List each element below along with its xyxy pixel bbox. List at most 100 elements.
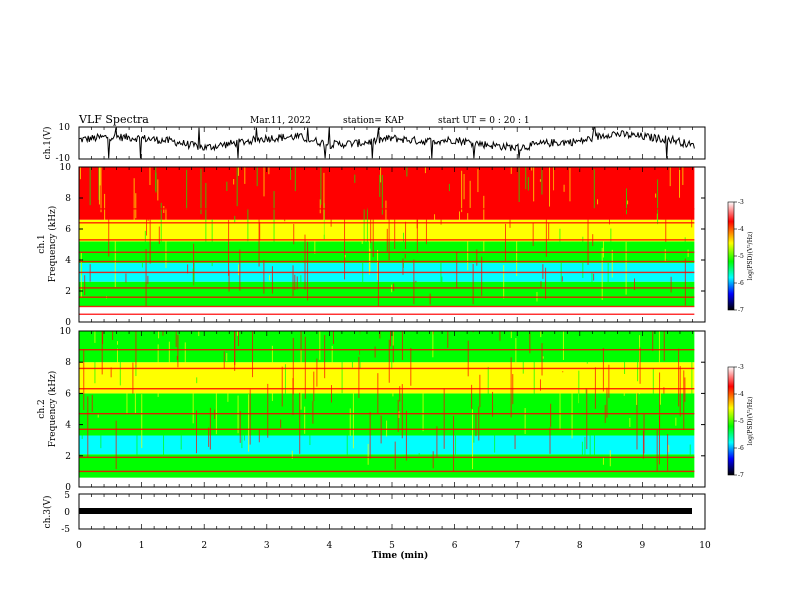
spectrum-streak [388,206,390,261]
spectrum-streak [196,167,198,175]
spectrum-streak [280,419,282,428]
spectrum-line-8 [79,222,695,224]
spectrum-streak [435,331,437,360]
spectrum-streak [239,411,241,443]
spectrum-streak [586,331,588,364]
spectrum-streak [200,168,202,215]
xtick-label: 8 [577,541,583,551]
ch3-ytick-5: 5 [64,491,70,501]
colorbar-tick-label: -4 [738,391,744,398]
spectrum-streak [441,276,443,305]
xtick-label: 9 [640,541,646,551]
spectrum-streak [292,337,294,395]
spectrum-streak [291,450,293,459]
spectrum-streak [177,334,179,368]
spectrum-streak [291,335,293,341]
spectrum-streak [104,193,106,239]
spectrum-streak [385,200,387,220]
spectrum-streak [602,348,604,392]
spectrum-streak [432,451,434,469]
spectrum-streak [237,331,239,347]
spectrum-streak [244,167,246,184]
spectrum-streak [624,331,626,375]
spectrum-streak [682,167,684,185]
spectrum-streak [665,218,667,242]
spectrum-streak [392,366,394,397]
spectrum-streak [625,188,627,215]
spectrum-streak [656,430,658,472]
spectrum-streak [542,264,544,279]
spectrum-streak [116,341,118,345]
spectrum-streak [208,427,210,447]
spectrum-streak [691,181,693,228]
spectrum-line-3 [79,412,695,415]
spectrum-streak [238,264,240,276]
spectrum-streak [358,356,360,399]
ch3-ytick-0: 0 [64,508,70,518]
spectrum-streak [91,394,93,412]
spectrum-streak [627,200,629,205]
xtick-label: 7 [514,541,520,551]
spectrum-streak [293,223,295,245]
spectrum-streak [606,387,608,418]
spectrum-streak [559,390,561,430]
spectrum-streak [316,358,318,387]
spectrum-streak [354,174,356,183]
spectrum-streak [223,351,225,369]
spectrum-streak [463,174,465,200]
spectrum-streak [133,178,135,232]
spectrum-streak [372,211,374,258]
spectrum-line-1 [79,456,695,459]
spectrum-streak [525,167,527,190]
spectrum-streak [594,422,596,467]
spectrum-streak [514,434,516,450]
xtick-label: 6 [452,541,458,551]
spectrum-streak [478,406,480,441]
spectrum-streak [639,335,641,395]
spectrum-streak [659,381,661,405]
xtick-label: 2 [201,541,207,551]
ch2-colorbar-label: log(PSD)(V²/Hz) [747,397,754,446]
spectrum-streak [687,249,689,258]
spectrum-streak [98,167,100,205]
spectrum-streak [126,365,128,414]
spectrum-band-2 [79,435,695,455]
spectrum-streak [157,344,159,397]
spectrum-streak [574,331,576,352]
spectrum-streak [146,174,148,236]
spectrum-streak [406,167,408,177]
spectrum-streak [95,172,97,213]
spectrum-streak [215,382,217,435]
spectrum-streak [83,349,85,410]
spectrum-streak [323,172,325,235]
spectrum-streak [419,177,421,214]
spectrum-streak [668,444,670,453]
spectrum-streak [116,348,118,386]
ytick-label: 2 [65,287,71,297]
spectrum-streak [684,258,686,306]
spectrum-streak [691,355,693,399]
spectrum-streak [381,174,383,215]
colorbar-tick-label: -5 [738,418,744,425]
spectrum-streak [469,180,471,208]
spectrum-streak [510,331,512,339]
spectrum-streak [402,232,404,268]
spectrum-streak [652,331,654,352]
spectrum-streak [503,265,505,299]
spectrum-streak [675,417,677,426]
spectrum-streak [518,167,520,202]
spectrum-streak [401,384,403,439]
spectrum-streak [314,222,316,254]
spectrum-streak [145,248,147,307]
spectrum-streak [313,371,315,402]
spectrum-streak [300,349,302,410]
spectrum-streak [510,174,512,208]
spectrum-streak [570,167,572,211]
spectrum-streak [149,218,151,264]
spectrum-streak [562,331,564,360]
spectrum-streak [256,167,258,187]
figure-title: VLF Spectra [78,113,149,126]
spectrum-streak [273,190,275,242]
spectrum-streak [281,366,283,407]
spectrum-streak [377,373,379,414]
